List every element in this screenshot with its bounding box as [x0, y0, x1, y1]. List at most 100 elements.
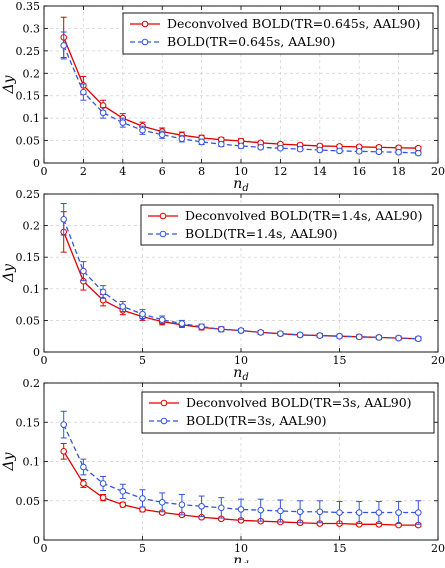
x-tick-label: 20	[431, 542, 445, 555]
y-tick-label: 0.3	[23, 22, 41, 35]
data-point	[355, 148, 363, 155]
legend-swatch-marker	[160, 399, 168, 407]
data-point	[139, 495, 146, 502]
y-tick-label: 0.35	[16, 0, 41, 13]
x-tick-label: 20	[431, 354, 445, 367]
data-point	[80, 267, 87, 275]
legend-label: Deconvolved BOLD(TR=0.645s, AAL90)	[167, 16, 420, 31]
y-tick-label: 0.1	[23, 456, 41, 469]
data-point	[80, 480, 87, 487]
x-tick-label: 14	[313, 165, 327, 178]
data-point	[60, 447, 68, 455]
data-point	[395, 334, 402, 342]
legend: Deconvolved BOLD(TR=3s, AAL90) BOLD(TR=3s…	[141, 391, 435, 434]
data-point	[415, 149, 422, 157]
legend: Deconvolved BOLD(TR=0.645s, AAL90) BOLD(T…	[122, 12, 434, 55]
data-point	[316, 146, 324, 154]
data-point	[415, 509, 422, 516]
data-point	[277, 144, 284, 152]
data-point	[198, 502, 205, 510]
x-tick-label: 10	[234, 542, 248, 555]
y-tick-label: 0	[33, 346, 40, 359]
data-point	[178, 135, 186, 143]
y-axis-label: Δy	[1, 263, 17, 283]
x-tick-label: 5	[139, 354, 146, 367]
legend-label: BOLD(TR=1.4s, AAL90)	[185, 226, 337, 241]
y-tick-label: 0.25	[16, 188, 41, 201]
x-tick-label: 0	[41, 542, 48, 555]
legend: Deconvolved BOLD(TR=1.4s, AAL90) BOLD(TR=…	[140, 204, 434, 246]
series-bold	[60, 410, 422, 525]
data-point	[60, 42, 68, 49]
data-point	[375, 509, 383, 516]
legend-label: BOLD(TR=0.645s, AAL90)	[167, 34, 335, 49]
data-point	[218, 140, 225, 148]
y-tick-label: 0.15	[16, 90, 41, 103]
data-point	[316, 332, 324, 339]
data-point	[257, 144, 265, 151]
panel-1: 0 2 4 6 8 10 12 14 16 18 20 0 0.05 0.1 0.15 0.2 0.25 0.3 0…	[1, 0, 445, 194]
data-point	[119, 488, 127, 495]
data-point	[375, 334, 383, 341]
data-point	[158, 131, 166, 139]
y-axis-label: Δy	[1, 451, 17, 471]
data-point	[237, 327, 245, 334]
x-tick-label: 2	[80, 165, 87, 178]
y-axis-label: Δy	[1, 74, 17, 94]
legend-swatch-marker	[159, 212, 167, 220]
data-point	[139, 310, 146, 318]
data-point	[139, 126, 146, 134]
legend-swatch-marker	[159, 230, 167, 238]
y-tick-label: 0.1	[23, 283, 41, 296]
legend-label: Deconvolved BOLD(TR=3s, AAL90)	[186, 395, 412, 410]
y-tick-label: 0	[33, 157, 40, 170]
data-point	[99, 480, 107, 487]
data-point	[60, 215, 68, 223]
legend-swatch-marker	[141, 38, 149, 46]
data-point	[296, 331, 304, 339]
legend-box	[140, 204, 434, 246]
series-bold	[60, 31, 422, 157]
legend-swatch-marker	[141, 20, 149, 28]
legend-box	[122, 12, 434, 55]
x-tick-label: 18	[392, 165, 406, 178]
data-point	[296, 508, 304, 516]
legend-label: BOLD(TR=3s, AAL90)	[186, 413, 327, 428]
data-point	[119, 303, 127, 310]
y-tick-label: 0.15	[16, 416, 41, 429]
y-tick-label: 0.05	[16, 314, 41, 327]
x-tick-label: 10	[234, 354, 248, 367]
x-tick-label: 16	[352, 165, 366, 178]
data-point	[257, 329, 265, 336]
y-tick-label: 0.05	[16, 135, 41, 148]
data-point	[277, 330, 284, 337]
data-point	[60, 421, 68, 428]
y-tick-label: 0.1	[23, 112, 41, 125]
data-point	[395, 509, 402, 516]
data-point	[99, 494, 107, 501]
data-point	[336, 332, 343, 340]
data-point	[218, 325, 225, 333]
data-point	[99, 109, 107, 117]
data-point	[395, 148, 402, 156]
y-tick-label: 0.15	[16, 251, 41, 264]
data-point	[237, 142, 245, 150]
x-tick-label: 15	[333, 542, 347, 555]
x-axis-label: nd	[233, 365, 248, 383]
x-tick-label: 6	[159, 165, 166, 178]
legend-swatch-marker	[160, 417, 168, 425]
data-point	[178, 501, 186, 508]
y-tick-label: 0.2	[23, 377, 41, 390]
y-tick-label: 0.2	[23, 67, 41, 80]
series-bold	[60, 202, 422, 343]
data-point	[375, 148, 383, 156]
y-tick-label: 0.25	[16, 45, 41, 58]
legend-box	[141, 391, 435, 434]
data-point	[99, 288, 107, 296]
data-point	[277, 507, 284, 515]
data-point	[158, 316, 166, 324]
data-point	[80, 463, 87, 471]
data-point	[158, 499, 166, 506]
